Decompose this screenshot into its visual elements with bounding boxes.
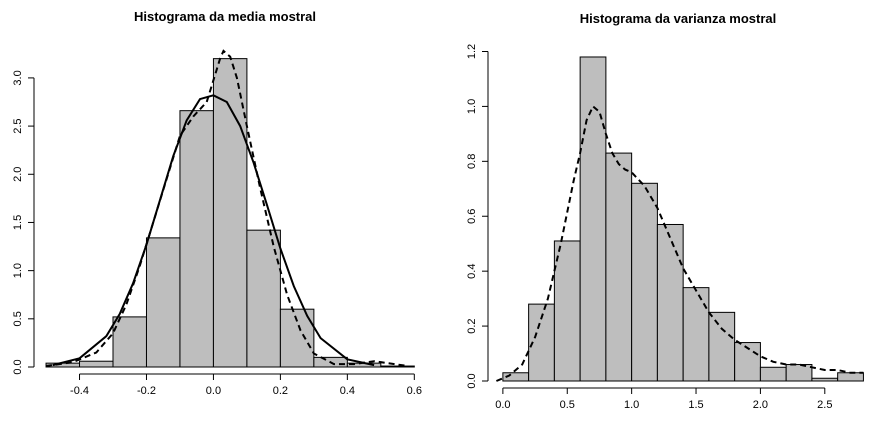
histogram-bars [502, 56, 864, 382]
histogram-bar [179, 110, 214, 368]
histogram-bar [708, 311, 736, 382]
density-curve-dashed [496, 104, 864, 382]
density-curve-solid [52, 94, 375, 367]
y-axis: 0.0 0.5 1.0 1.5 2.0 2.5 3.0 [12, 70, 35, 375]
y-tick-label: 3.0 [12, 70, 24, 85]
histogram-bar [631, 182, 658, 382]
histogram-bars [45, 58, 415, 368]
y-tick-label: 1.0 [12, 263, 24, 278]
y-tick-label: 1.0 [466, 99, 478, 114]
y-tick-label: 0.0 [466, 373, 478, 388]
x-tick-label: 0.0 [206, 385, 221, 397]
y-axis: 0.0 0.2 0.4 0.6 0.8 1.0 1.2 [466, 44, 489, 389]
density-curves [496, 104, 864, 382]
histogram-bar [759, 366, 787, 382]
histogram-bar [553, 240, 581, 382]
x-tick-label: 1.5 [688, 399, 703, 411]
x-axis: -0.4 -0.2 0.0 0.2 0.4 0.6 [70, 373, 422, 397]
density-curves [45, 49, 408, 367]
y-tick-label: 1.2 [466, 44, 478, 59]
y-tick-label: 2.5 [12, 118, 24, 133]
histogram-bar [785, 364, 813, 382]
x-tick-label: 0.2 [273, 385, 288, 397]
y-tick-label: 0.2 [466, 318, 478, 333]
x-tick-label: 0.5 [560, 399, 575, 411]
y-tick-label: 0.0 [12, 359, 24, 374]
histogram-bar [145, 237, 181, 368]
chart-title: Histograma da media mostral [134, 9, 316, 24]
histogram-bar [656, 223, 684, 382]
histogram-bar [811, 377, 839, 382]
x-axis: 0.0 0.5 1.0 1.5 2.0 2.5 [495, 387, 832, 411]
panel-sample-variance-histogram: Histograma da varianza mostral 0.0 0.5 1.0… [466, 11, 864, 411]
histogram-bar [579, 56, 607, 382]
density-curve-dashed [45, 49, 408, 367]
y-tick-label: 1.5 [12, 215, 24, 230]
x-tick-label: 2.0 [753, 399, 768, 411]
chart-title: Histograma da varianza mostral [580, 11, 777, 26]
y-tick-label: 0.8 [466, 154, 478, 169]
histogram-bar [682, 287, 710, 382]
histogram-bar [734, 342, 761, 382]
x-tick-label: -0.2 [137, 385, 156, 397]
x-tick-label: 0.4 [340, 385, 355, 397]
histogram-bar [605, 152, 633, 382]
panel-sample-mean-histogram: Histograma da media mostral -0.4 -0.2 0.0 0… [12, 9, 422, 397]
y-tick-label: 0.4 [466, 264, 478, 279]
histogram-bar [212, 58, 248, 368]
histogram-bar [112, 316, 147, 368]
x-tick-label: 0.6 [407, 385, 422, 397]
histogram-bar [79, 360, 114, 368]
histogram-bar [837, 372, 864, 382]
histogram-bar [380, 365, 415, 368]
y-tick-label: 0.5 [12, 311, 24, 326]
x-tick-label: 0.0 [495, 399, 510, 411]
y-tick-label: 0.6 [466, 209, 478, 224]
x-tick-label: -0.4 [70, 385, 89, 397]
x-tick-label: 2.5 [817, 399, 832, 411]
x-tick-label: 1.0 [624, 399, 639, 411]
y-tick-label: 2.0 [12, 167, 24, 182]
